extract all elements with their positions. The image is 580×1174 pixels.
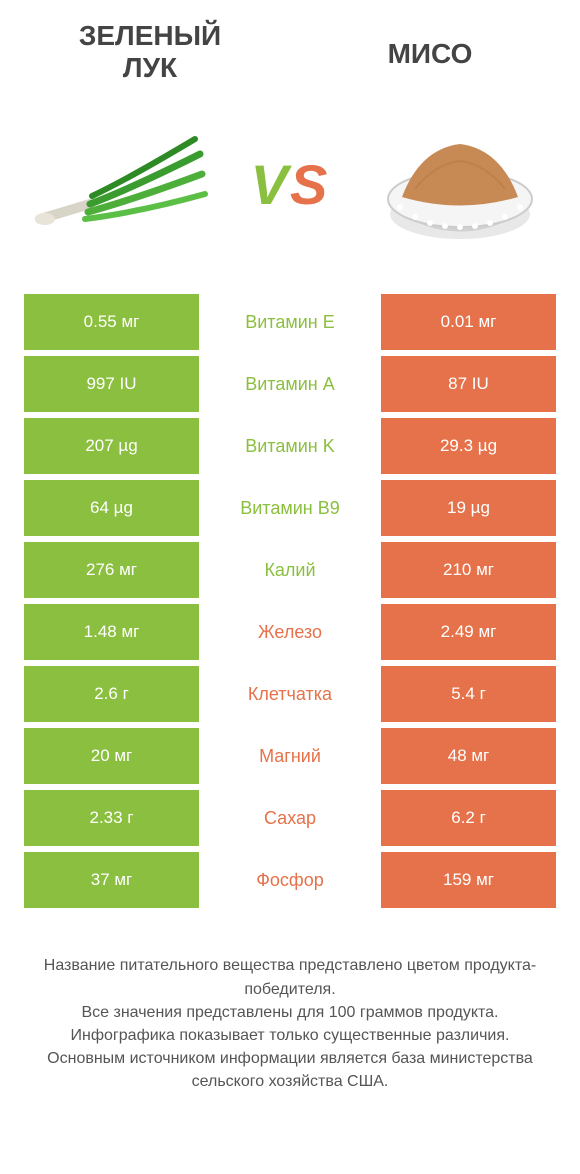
vs-row: VS: [0, 94, 580, 294]
nutrient-table: 0.55 мгВитамин E0.01 мг 997 IUВитамин A87…: [0, 294, 580, 908]
nutrient-name: Железо: [199, 604, 381, 660]
value-left: 0.55 мг: [24, 294, 199, 350]
footer-notes: Название питательного вещества представл…: [0, 914, 580, 1093]
nutrient-name: Клетчатка: [199, 666, 381, 722]
nutrient-name: Витамин B9: [199, 480, 381, 536]
value-right: 87 IU: [381, 356, 556, 412]
nutrient-row: 1.48 мгЖелезо2.49 мг: [24, 604, 556, 660]
vs-label: VS: [251, 152, 330, 217]
value-left: 2.6 г: [24, 666, 199, 722]
value-left: 20 мг: [24, 728, 199, 784]
nutrient-name: Витамин E: [199, 294, 381, 350]
value-left: 207 µg: [24, 418, 199, 474]
value-left: 64 µg: [24, 480, 199, 536]
nutrient-name: Калий: [199, 542, 381, 598]
miso-image: [370, 114, 550, 254]
value-right: 2.49 мг: [381, 604, 556, 660]
nutrient-row: 2.6 гКлетчатка5.4 г: [24, 666, 556, 722]
value-right: 159 мг: [381, 852, 556, 908]
nutrient-row: 0.55 мгВитамин E0.01 мг: [24, 294, 556, 350]
green-onion-image: [30, 114, 210, 254]
value-right: 0.01 мг: [381, 294, 556, 350]
nutrient-name: Витамин A: [199, 356, 381, 412]
vs-v-letter: V: [251, 153, 290, 216]
nutrient-row: 64 µgВитамин B919 µg: [24, 480, 556, 536]
value-right: 210 мг: [381, 542, 556, 598]
title-right: МИСО: [320, 38, 540, 70]
nutrient-row: 207 µgВитамин K29.3 µg: [24, 418, 556, 474]
value-right: 19 µg: [381, 480, 556, 536]
value-right: 5.4 г: [381, 666, 556, 722]
header-left: ЗЕЛЕНЫЙ ЛУК: [40, 20, 260, 84]
header-right: МИСО: [320, 20, 540, 70]
value-left: 1.48 мг: [24, 604, 199, 660]
nutrient-row: 20 мгМагний48 мг: [24, 728, 556, 784]
value-left: 2.33 г: [24, 790, 199, 846]
nutrient-name: Магний: [199, 728, 381, 784]
nutrient-name: Сахар: [199, 790, 381, 846]
nutrient-row: 276 мгКалий210 мг: [24, 542, 556, 598]
value-left: 37 мг: [24, 852, 199, 908]
value-right: 6.2 г: [381, 790, 556, 846]
nutrient-name: Фосфор: [199, 852, 381, 908]
footer-line-3: Инфографика показывает только существенн…: [24, 1024, 556, 1047]
nutrient-row: 2.33 гСахар6.2 г: [24, 790, 556, 846]
value-right: 48 мг: [381, 728, 556, 784]
value-left: 276 мг: [24, 542, 199, 598]
nutrient-row: 997 IUВитамин A87 IU: [24, 356, 556, 412]
nutrient-row: 37 мгФосфор159 мг: [24, 852, 556, 908]
value-left: 997 IU: [24, 356, 199, 412]
nutrient-name: Витамин K: [199, 418, 381, 474]
footer-line-2: Все значения представлены для 100 граммо…: [24, 1001, 556, 1024]
value-right: 29.3 µg: [381, 418, 556, 474]
vs-s-letter: S: [290, 153, 329, 216]
footer-line-4: Основным источником информации является …: [24, 1047, 556, 1093]
footer-line-1: Название питательного вещества представл…: [24, 954, 556, 1000]
header: ЗЕЛЕНЫЙ ЛУК МИСО: [0, 0, 580, 94]
title-left: ЗЕЛЕНЫЙ ЛУК: [40, 20, 260, 84]
